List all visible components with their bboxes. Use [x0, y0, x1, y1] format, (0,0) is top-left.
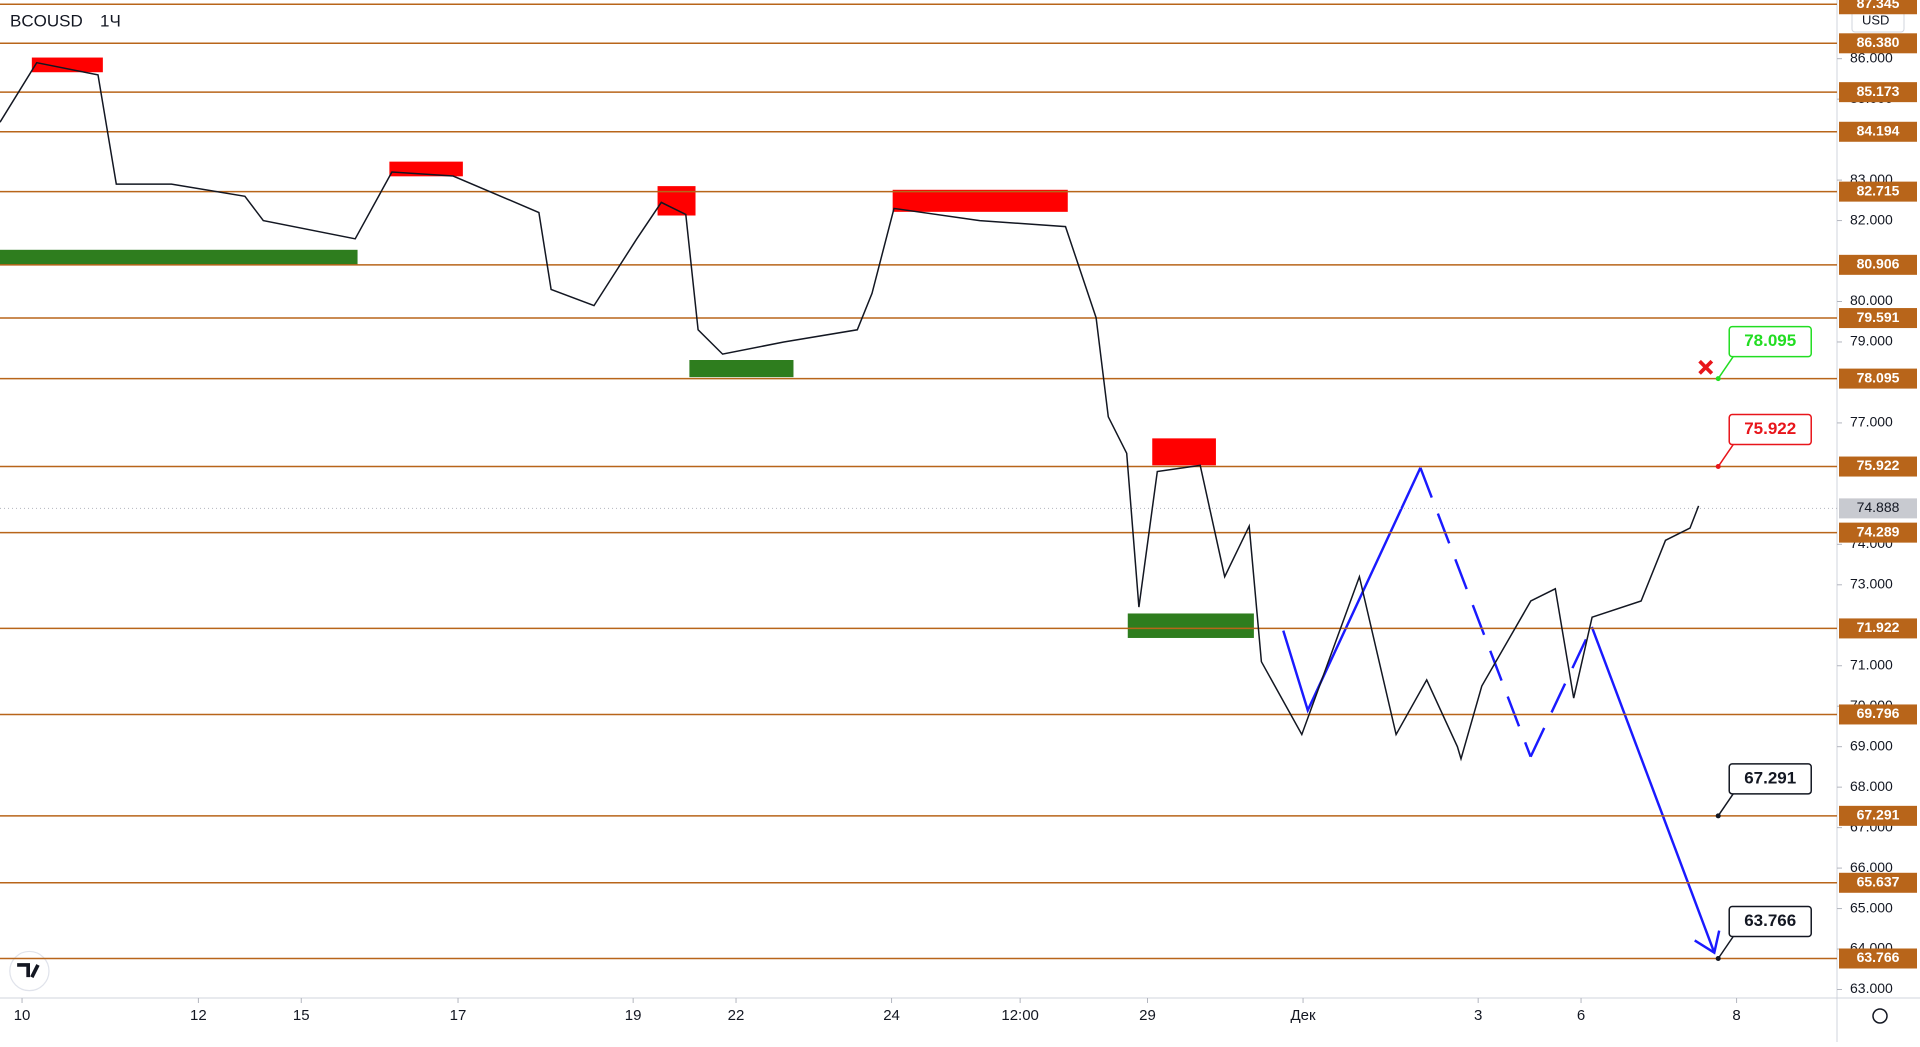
level-label: 80.906	[1857, 256, 1900, 272]
x-tick-label: 12:00	[1001, 1007, 1039, 1024]
currency[interactable]: USD	[1862, 12, 1889, 27]
x-tick-label: 22	[728, 1007, 745, 1024]
level-label-box	[1839, 308, 1917, 329]
level-label: 67.291	[1857, 807, 1900, 823]
level-label-box	[1839, 805, 1917, 826]
supply-zone	[1152, 438, 1216, 466]
callout-dot	[1715, 464, 1721, 470]
level-label-box	[1839, 181, 1917, 202]
level-label: 85.173	[1857, 83, 1900, 99]
callout-label: 75.922	[1744, 419, 1796, 438]
demand-zone	[0, 249, 358, 265]
level-label-box	[1839, 254, 1917, 275]
interval: 1Ч	[100, 11, 121, 30]
y-tick-label: 71.000	[1850, 656, 1893, 672]
level-label: 65.637	[1857, 873, 1900, 889]
callout-pointer	[1717, 356, 1734, 380]
x-tick-label: 24	[883, 1007, 900, 1024]
callout-box	[1728, 763, 1812, 795]
level-label: 87.345	[1857, 0, 1900, 11]
forecast-path	[1529, 626, 1593, 758]
supply-zone	[31, 57, 103, 73]
supply-zone	[657, 186, 696, 216]
x-tick-label: 3	[1474, 1007, 1482, 1024]
level-label-box	[1839, 522, 1917, 543]
callout-box	[1728, 905, 1812, 938]
callout-pointer	[1717, 444, 1734, 467]
callout-label: 78.095	[1744, 331, 1796, 350]
x-tick-label: Дек	[1291, 1007, 1317, 1024]
y-tick-label: 65.000	[1850, 899, 1893, 915]
x-tick-label: 6	[1577, 1007, 1585, 1024]
supply-zone	[892, 189, 1068, 212]
y-tick-label: 68.000	[1850, 778, 1893, 794]
level-label: 84.194	[1857, 122, 1900, 138]
level-label-box	[1839, 0, 1917, 15]
callout-box	[1728, 325, 1812, 358]
level-label: 63.766	[1857, 949, 1900, 965]
forecast-path	[1590, 626, 1716, 954]
callout-pointer	[1717, 936, 1734, 959]
y-tick-label: 82.000	[1850, 211, 1893, 227]
settings-button[interactable]	[1872, 1008, 1888, 1024]
x-tick-label: 10	[14, 1007, 31, 1024]
x-tick-label: 17	[450, 1007, 467, 1024]
logo-mark	[17, 963, 40, 978]
level-label-box	[1839, 368, 1917, 389]
level-label: 79.591	[1857, 309, 1900, 325]
stop-mark	[1698, 359, 1714, 375]
y-tick-label: 79.000	[1850, 333, 1893, 349]
callout-label: 63.766	[1744, 911, 1796, 930]
callout-box	[1728, 413, 1812, 446]
forecast-arrowhead	[1694, 930, 1721, 955]
y-tick-label: 80.000	[1850, 292, 1893, 308]
level-label-box	[1839, 33, 1917, 54]
annotations	[0, 57, 1721, 992]
x-tick-label: 12	[190, 1007, 207, 1024]
level-label: 86.380	[1857, 34, 1900, 50]
y-tick-label: 77.000	[1850, 414, 1893, 430]
level-label-box	[1839, 948, 1917, 969]
price-line	[0, 61, 1700, 762]
callout-dot	[1715, 956, 1721, 962]
last-price-label: 74.888	[1857, 499, 1900, 515]
level-label: 78.095	[1857, 369, 1900, 385]
level-label-box	[1839, 121, 1917, 142]
forecast-path	[1419, 467, 1532, 758]
level-label-box	[1839, 618, 1917, 639]
symbol: BCOUSD	[10, 11, 83, 30]
y-tick-label: 63.000	[1850, 980, 1893, 996]
callout-dot	[1715, 376, 1721, 382]
y-tick-label: 86.000	[1850, 49, 1893, 65]
callout-pointer	[1717, 793, 1734, 817]
level-label-box	[1839, 456, 1917, 477]
level-label: 75.922	[1857, 457, 1900, 473]
y-tick-label: 66.000	[1850, 859, 1893, 875]
callout-label: 67.291	[1744, 768, 1796, 787]
level-label: 71.922	[1857, 619, 1900, 635]
y-tick-label: 69.000	[1850, 737, 1893, 753]
level-label-box	[1839, 704, 1917, 725]
x-tick-label: 19	[625, 1007, 642, 1024]
demand-zone	[689, 360, 794, 378]
forecast-path	[1282, 467, 1422, 714]
level-label: 82.715	[1857, 182, 1900, 198]
level-label-box	[1839, 872, 1917, 893]
x-tick-label: 29	[1139, 1007, 1156, 1024]
demand-zone	[1127, 613, 1254, 638]
callout-dot	[1715, 813, 1721, 819]
level-label: 69.796	[1857, 705, 1900, 721]
y-tick-label: 73.000	[1850, 576, 1893, 592]
x-tick-label: 8	[1732, 1007, 1740, 1024]
level-label: 74.289	[1857, 523, 1900, 539]
x-tick-label: 15	[293, 1007, 310, 1024]
level-label-box	[1839, 82, 1917, 103]
last-price-box	[1839, 498, 1917, 519]
